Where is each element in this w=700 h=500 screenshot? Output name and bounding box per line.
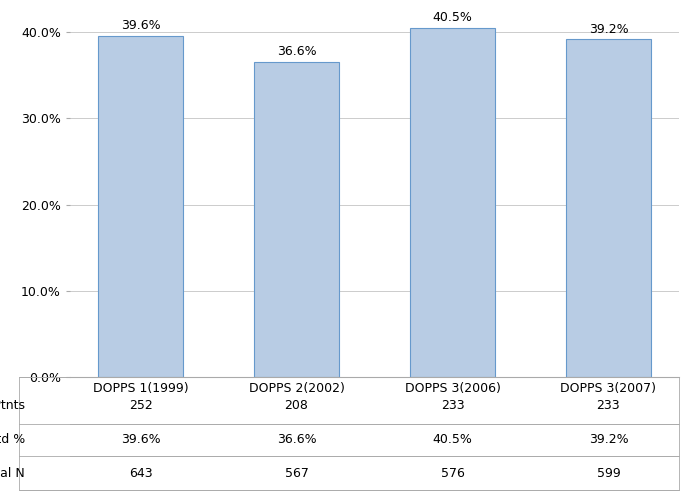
- Text: 233: 233: [596, 398, 620, 411]
- Text: 252: 252: [129, 398, 153, 411]
- Text: 643: 643: [129, 466, 153, 479]
- Bar: [566, 39, 651, 377]
- Text: N Ptnts: N Ptnts: [0, 398, 25, 411]
- Text: 233: 233: [441, 398, 464, 411]
- Text: 40.5%: 40.5%: [433, 432, 473, 446]
- Text: Total N: Total N: [0, 466, 25, 479]
- Bar: [253, 62, 340, 377]
- Text: 36.6%: 36.6%: [276, 432, 316, 446]
- Text: 36.6%: 36.6%: [276, 45, 316, 58]
- Text: 39.6%: 39.6%: [121, 432, 160, 446]
- Text: Wgtd %: Wgtd %: [0, 432, 25, 446]
- Text: 39.2%: 39.2%: [589, 22, 628, 36]
- Text: 576: 576: [440, 466, 464, 479]
- Text: 567: 567: [285, 466, 309, 479]
- Text: 208: 208: [285, 398, 309, 411]
- Text: 39.2%: 39.2%: [589, 432, 628, 446]
- Bar: [410, 28, 496, 377]
- Text: 40.5%: 40.5%: [433, 12, 473, 24]
- Text: 599: 599: [596, 466, 620, 479]
- Bar: [98, 36, 183, 377]
- Text: 39.6%: 39.6%: [121, 19, 160, 32]
